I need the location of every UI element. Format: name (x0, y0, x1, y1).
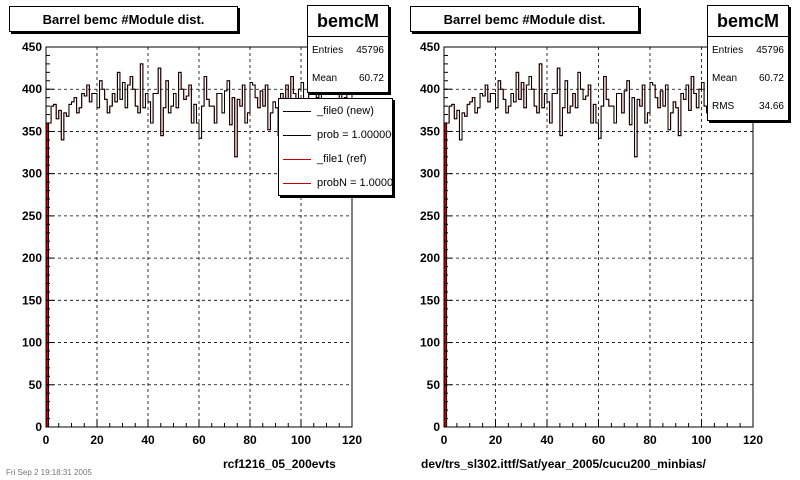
legend-label-prob: prob = 1.000000 (317, 129, 393, 141)
legend-swatch-new (283, 110, 311, 112)
panel1-xtick-label: 100 (291, 433, 311, 447)
panel2-title: Barrel bemc #Module dist. (443, 11, 606, 27)
panel1-ytick-label: 200 (22, 251, 42, 265)
panel2-stats-entries: Entries 45796 (708, 37, 788, 65)
panel2-series-new (444, 63, 753, 428)
panel2-stats-mean: Mean 60.72 (708, 65, 788, 93)
panel2-caption: dev/trs_sl302.ittf/Sat/year_2005/cucu200… (421, 457, 706, 471)
panel1-stats-name: bemcM (308, 6, 388, 37)
panel1-ytick-label: 400 (22, 82, 42, 96)
mean-label: Mean (312, 73, 338, 84)
footer-timestamp: Fri Sep 2 19:18:31 2005 (6, 468, 92, 477)
entries-value: 45796 (756, 45, 784, 56)
legend-label-new: _file0 (new) (317, 105, 374, 117)
panel1-series-new (46, 63, 352, 428)
panel1-legend: _file0 (new) prob = 1.000000 _file1 (ref… (278, 98, 393, 196)
panel1-ytick-label: 100 (22, 336, 42, 350)
panel2-ytick-label: 150 (420, 293, 440, 307)
panel2-ytick-label: 300 (420, 167, 440, 181)
entries-label: Entries (312, 45, 344, 56)
panel1-title: Barrel bemc #Module dist. (42, 11, 205, 27)
panel2-stats-box: bemcM Entries 45796 Mean 60.72 RMS 34.66 (707, 5, 789, 121)
panel2-xtick-label: 100 (691, 433, 711, 447)
panel2-xtick-label: 40 (540, 433, 554, 447)
legend-entry-ref: _file1 (ref) (279, 147, 392, 171)
panel1-ytick-label: 450 (22, 40, 42, 54)
panel1-ytick-label: 350 (22, 124, 42, 138)
panel2-ytick-label: 350 (420, 124, 440, 138)
panel2-stats-name: bemcM (708, 6, 788, 37)
panel2-ytick-label: 100 (420, 336, 440, 350)
panel1-xtick-label: 60 (192, 433, 206, 447)
panel1-xtick-label: 40 (141, 433, 155, 447)
legend-label-probn: probN = 1.000000 (317, 177, 393, 189)
legend-entry-new: _file0 (new) (279, 99, 392, 123)
rms-label: RMS (712, 101, 735, 112)
panel2-ytick-label: 250 (420, 209, 440, 223)
panel1-ytick-label: 300 (22, 167, 42, 181)
legend-swatch-prob (283, 134, 311, 136)
panel1-xtick-label: 120 (342, 433, 362, 447)
panel1-stats-mean: Mean 60.72 (308, 65, 388, 93)
panel1-caption: rcf1216_05_200evts (223, 457, 336, 471)
panel1-ytick-label: 50 (29, 378, 43, 392)
panel1-ytick-label: 150 (22, 293, 42, 307)
panel1-xtick-label: 80 (243, 433, 257, 447)
panel2-ytick-label: 450 (420, 40, 440, 54)
panel1-title-box: Barrel bemc #Module dist. (9, 6, 238, 32)
panel2-title-box: Barrel bemc #Module dist. (410, 6, 639, 32)
legend-entry-prob: prob = 1.000000 (279, 123, 392, 147)
panel2-ytick-label: 400 (420, 82, 440, 96)
legend-entry-probn: probN = 1.000000 (279, 171, 392, 195)
panel2-xtick-label: 20 (489, 433, 503, 447)
panel1-stats-entries: Entries 45796 (308, 37, 388, 65)
panel1-xtick-label: 20 (90, 433, 104, 447)
legend-swatch-probn (283, 182, 311, 184)
panel1-ytick-label: 250 (22, 209, 42, 223)
panel1-stats-box: bemcM Entries 45796 Mean 60.72 (307, 5, 389, 93)
entries-value: 45796 (356, 45, 384, 56)
panel1-xtick-label: 0 (43, 433, 50, 447)
panel2-xtick-label: 60 (592, 433, 606, 447)
panel2-xtick-label: 0 (441, 433, 448, 447)
panel2-xtick-label: 120 (743, 433, 763, 447)
panel1-ytick-label: 0 (35, 420, 42, 434)
entries-label: Entries (712, 45, 744, 56)
panel2-ytick-label: 200 (420, 251, 440, 265)
panel2-ytick-label: 0 (433, 420, 440, 434)
panel2-ytick-label: 50 (427, 378, 441, 392)
mean-value: 60.72 (358, 73, 384, 84)
rms-value: 34.66 (758, 101, 784, 112)
panel2-stats-rms: RMS 34.66 (708, 93, 788, 121)
legend-swatch-ref (283, 158, 311, 160)
legend-label-ref: _file1 (ref) (317, 153, 367, 165)
mean-label: Mean (712, 73, 738, 84)
panel2-xtick-label: 80 (643, 433, 657, 447)
mean-value: 60.72 (758, 73, 784, 84)
